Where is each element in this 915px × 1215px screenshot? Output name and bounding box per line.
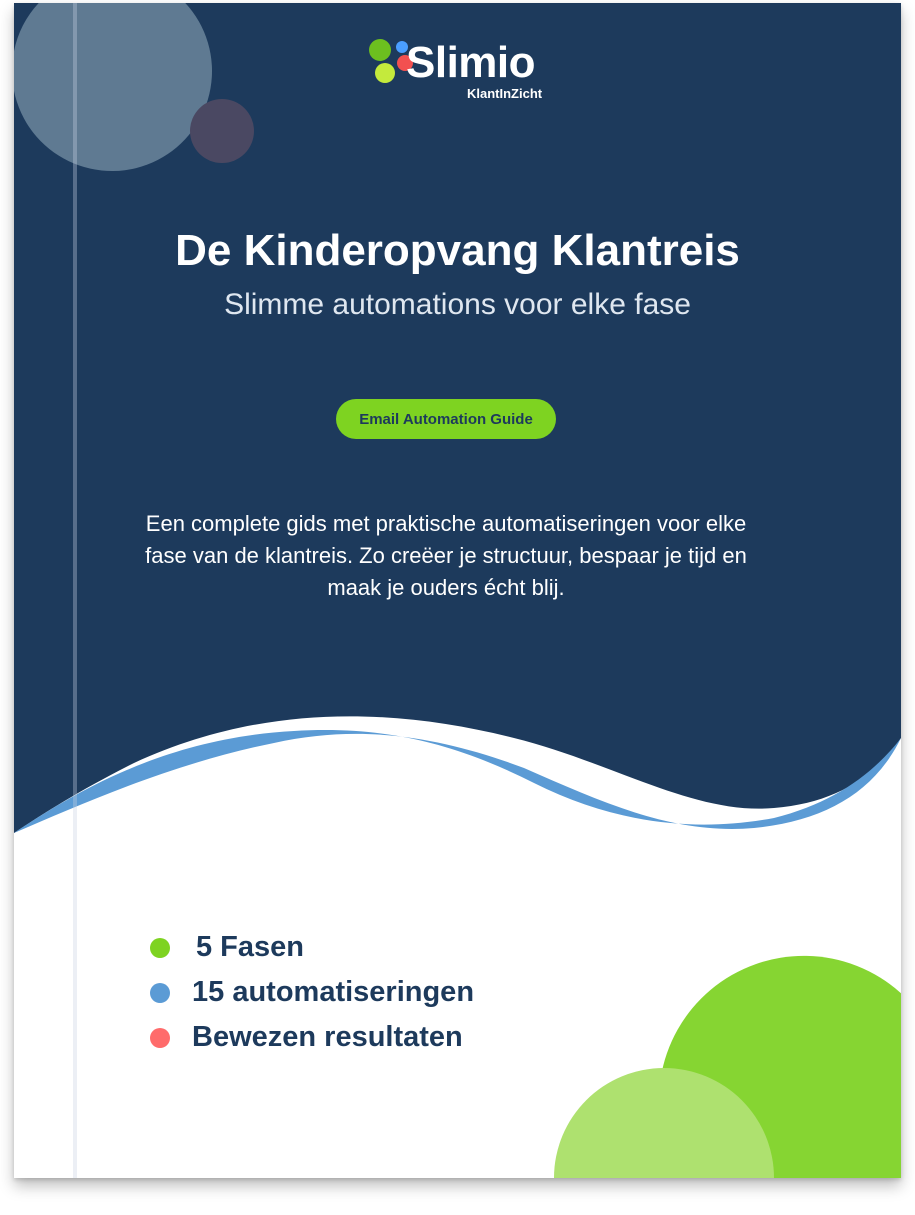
logo-dots-icon [369,39,413,83]
logo-tagline: KlantInZicht [467,86,543,101]
wave-band [14,730,901,833]
cover-title: De Kinderopvang Klantreis [175,226,740,275]
guide-badge: Email Automation Guide [336,399,556,439]
red-bullet-icon [150,1027,170,1048]
decor-circle-large [14,3,213,172]
cover-description: Een complete gids met praktische automat… [145,511,747,600]
logo-name: Slimio [406,38,536,87]
highlight-label: 15 automatiseringen [192,976,475,1008]
cover-subtitle: Slimme automations voor elke fase [224,288,691,321]
highlight-item: 5 Fasen [150,925,474,970]
blue-bullet-icon [150,982,170,1003]
decor-circle-small [190,99,254,163]
slimio-logo: Slimio KlantInZicht [352,36,572,106]
highlight-item: Bewezen resultaten [150,1015,474,1060]
green-bullet-icon [150,937,170,958]
highlights-list: 5 Fasen 15 automatiseringen Bewezen resu… [150,925,474,1060]
highlight-item: 15 automatiseringen [150,970,474,1015]
decor-circle-light-green [554,1068,774,1178]
highlight-label: Bewezen resultaten [192,1021,463,1053]
highlight-label: 5 Fasen [196,931,304,963]
spine-line [73,3,77,1178]
